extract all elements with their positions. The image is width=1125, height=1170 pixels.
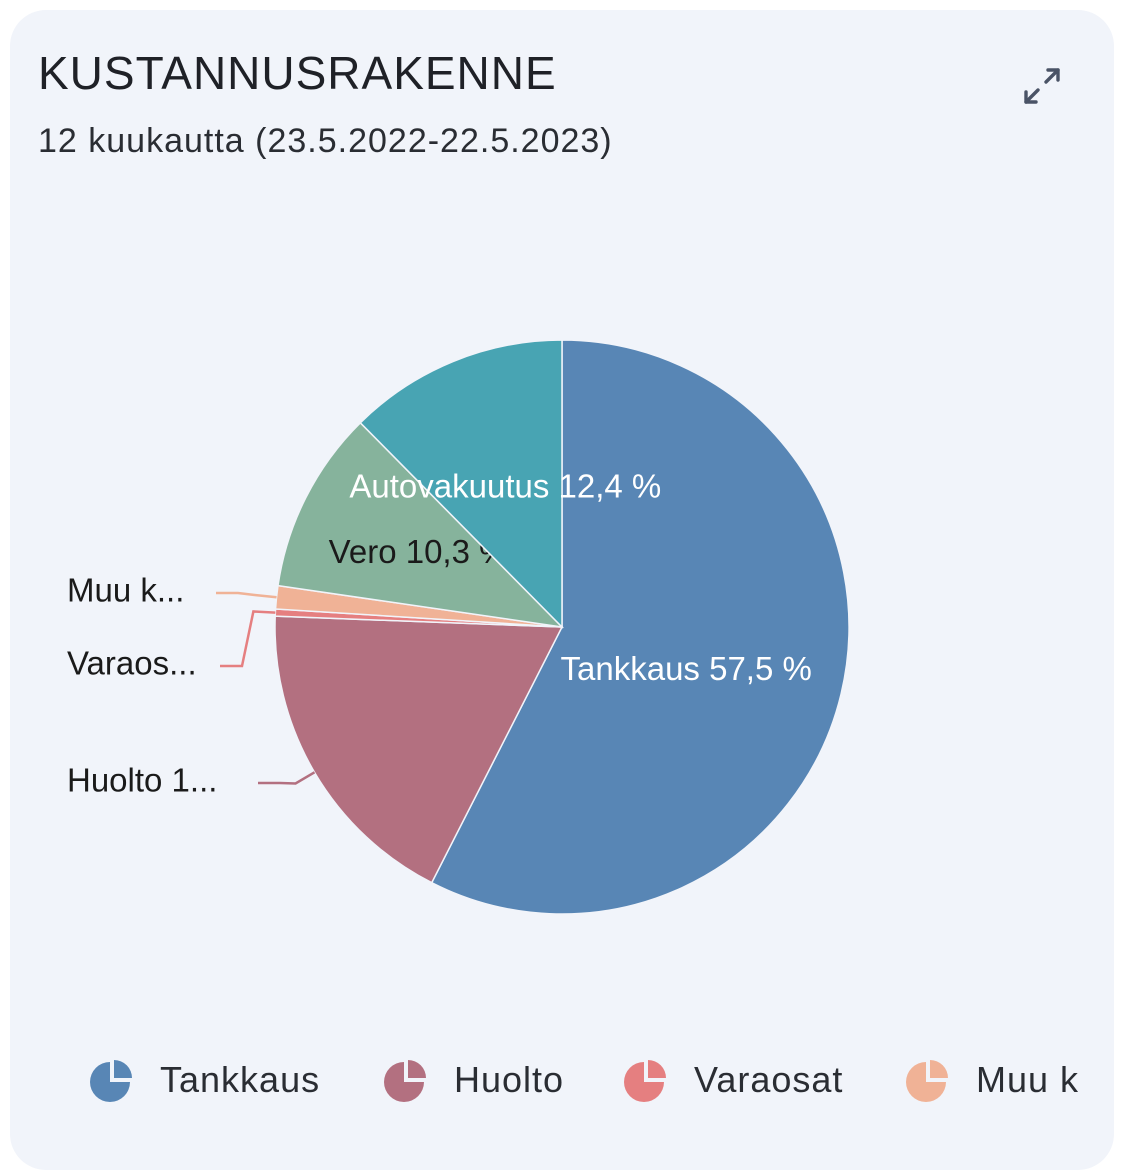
slice-label-connector: [220, 610, 276, 668]
pie-slice-autovakuutus[interactable]: [359, 339, 563, 629]
pie-slice-tankkaus[interactable]: [430, 339, 850, 915]
expand-button[interactable]: [1010, 54, 1074, 118]
legend-item[interactable]: Huolto: [384, 1050, 564, 1110]
slice-data-label: Huolto 1...: [67, 762, 217, 799]
legend-item[interactable]: Varaosat: [624, 1050, 843, 1110]
legend-label: Muu k: [976, 1059, 1078, 1100]
legend-label: Varaosat: [694, 1059, 844, 1100]
legend-label: Tankkaus: [160, 1059, 321, 1100]
pie-chart-icon: [906, 1060, 948, 1102]
card-title: KUSTANNUSRAKENNE: [38, 47, 557, 99]
card-subtitle: 12 kuukautta (23.5.2022-22.5.2023): [38, 122, 613, 160]
chart-legend: Tankkaus Huolto Varaosat Muu k: [10, 1050, 1078, 1110]
expand-arrows-icon: [1024, 68, 1060, 104]
legend-item[interactable]: Tankkaus: [90, 1050, 320, 1110]
pie-slice-huolto[interactable]: [274, 615, 564, 884]
pie-chart-icon: [384, 1060, 426, 1102]
slice-label-connector: [216, 591, 277, 599]
slice-label-connector: [258, 771, 316, 785]
pie-slice-vero[interactable]: [277, 421, 565, 629]
legend-label: Huolto: [454, 1059, 565, 1100]
slice-data-label: Muu k...: [67, 572, 184, 609]
slice-data-label: Autovakuutus 12,4 %: [349, 468, 661, 505]
pie-chart-icon: [90, 1060, 132, 1102]
legend-item[interactable]: Muu k: [906, 1050, 1078, 1110]
slice-data-label: Varaos...: [67, 645, 197, 682]
pie-chart: Tankkaus 57,5 % Huolto 1... Varaos... Muu k…: [67, 339, 850, 915]
pie-chart-icon: [624, 1060, 666, 1102]
slice-data-label: Tankkaus 57,5 %: [561, 650, 812, 687]
cost-structure-card: KUSTANNUSRAKENNE 12 kuukautta (23.5.2022…: [10, 10, 1114, 1170]
